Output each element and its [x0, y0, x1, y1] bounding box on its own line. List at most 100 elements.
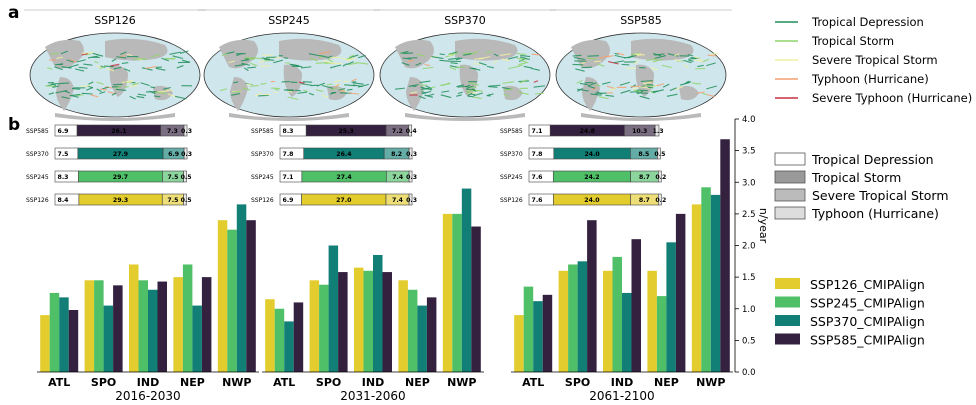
track-segment	[448, 57, 460, 60]
bar-nwp-4	[246, 220, 256, 372]
inset-segment	[183, 147, 188, 160]
track-segment	[478, 62, 487, 66]
inset-value: 8.7	[639, 174, 650, 181]
track-segment	[61, 66, 72, 69]
track-segment	[346, 57, 352, 60]
track-segment	[697, 64, 704, 68]
track-segment	[577, 87, 583, 92]
track-segment	[586, 57, 597, 60]
inset-row-label: SSP585	[500, 128, 523, 135]
track-segment	[518, 62, 527, 66]
bar-ind-3	[622, 292, 632, 372]
track-segment	[323, 60, 335, 65]
track-segment	[167, 93, 176, 98]
track-segment	[129, 85, 137, 88]
track-segment	[493, 53, 499, 57]
track-segment	[96, 65, 103, 68]
track-segment	[253, 57, 263, 60]
bar-nwp-3	[461, 188, 472, 372]
track-segment	[654, 53, 665, 56]
track-segment	[614, 52, 619, 55]
track-segment	[163, 86, 171, 90]
track-segment	[86, 87, 94, 91]
track-segment	[71, 88, 81, 90]
bar-atl-2	[274, 308, 285, 372]
track-segment	[677, 60, 685, 63]
inset-segment	[654, 124, 660, 137]
track-segment	[154, 91, 167, 95]
track-segment	[81, 53, 88, 56]
inset-segment	[657, 147, 661, 160]
inset-value: 7.1	[532, 128, 543, 135]
track-segment	[346, 61, 354, 65]
track-segment	[111, 92, 117, 96]
track-segment	[228, 60, 236, 64]
track-segment	[456, 94, 462, 97]
panel-title: 2031-2060	[340, 389, 405, 403]
track-segment	[441, 90, 450, 93]
track-segment	[60, 50, 69, 55]
track-segment	[596, 91, 603, 95]
track-segment	[531, 67, 540, 71]
inset-value: 0.5	[181, 197, 192, 204]
bar-atl-3	[533, 301, 543, 372]
bar-ind-3	[373, 254, 383, 372]
track-segment	[652, 58, 663, 63]
track-segment	[501, 58, 511, 62]
track-segment	[602, 81, 611, 85]
track-segment	[572, 54, 582, 57]
scenario-legend-swatch	[775, 278, 800, 289]
track-segment	[632, 87, 638, 90]
inset-value: 26.1	[111, 128, 126, 135]
track-segment	[71, 93, 81, 96]
inset-segment	[408, 193, 413, 206]
intensity-legend-swatch	[774, 206, 806, 220]
track-segment	[652, 89, 664, 94]
track-segment	[467, 95, 474, 98]
inset-value: 7.1	[283, 174, 294, 181]
track-segment	[174, 95, 187, 100]
land-americas-south	[56, 77, 74, 111]
track-segment	[636, 89, 648, 92]
track-segment	[426, 93, 435, 97]
track-segment	[640, 80, 653, 82]
track-segment	[129, 95, 136, 100]
track-segment	[706, 62, 716, 67]
bar-nep-3	[417, 305, 427, 372]
bar-panel-1: ATL SPO IND NEP NWP 2016-2030 SSP585 6.9 26.1 7.3…	[26, 124, 259, 403]
intensity-legend-label: Tropical Storm	[811, 170, 901, 185]
track-segment	[99, 91, 106, 95]
scenario-legend-label: SSP126_CMIPAlign	[810, 277, 925, 292]
track-segment	[164, 57, 175, 60]
track-segment	[420, 87, 430, 90]
track-segment	[576, 88, 589, 92]
x-tick-label: ATL	[522, 376, 544, 389]
track-segment	[80, 85, 91, 87]
inset-segment	[408, 124, 413, 137]
track-segment	[261, 57, 270, 60]
track-segment	[599, 55, 610, 59]
track-segment	[342, 63, 348, 67]
inset-value: 7.4	[392, 197, 404, 204]
inset-value: 24.8	[580, 128, 595, 135]
bar-nep-2	[182, 264, 193, 372]
x-tick-label: SPO	[91, 376, 116, 389]
track-segment	[691, 82, 702, 85]
track-segment	[518, 91, 529, 95]
track-segment	[614, 54, 626, 59]
land-antarctica	[55, 113, 175, 121]
track-segment	[283, 89, 294, 92]
bar-spo-4	[338, 272, 348, 372]
bar-nep-3	[666, 242, 676, 372]
track-segment	[82, 51, 95, 55]
map-ssp126: SSP126	[24, 9, 206, 121]
land-africa	[283, 64, 302, 97]
track-segment	[68, 64, 79, 68]
track-segment	[520, 54, 531, 58]
track-segment	[90, 94, 99, 98]
track-segment	[63, 90, 70, 94]
track-segment	[347, 88, 353, 91]
track-segment	[274, 88, 280, 91]
track-segment	[357, 55, 366, 59]
inset-value: 7.3	[167, 128, 178, 135]
